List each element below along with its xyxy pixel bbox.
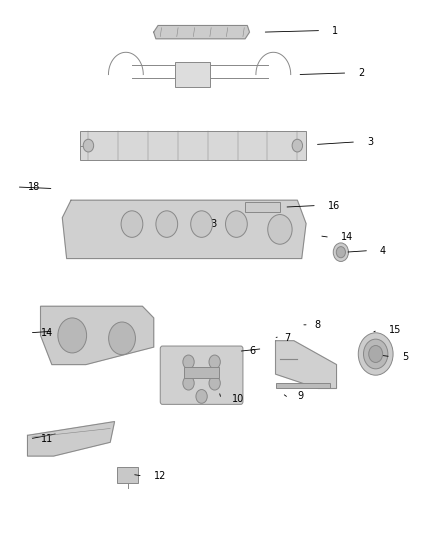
Circle shape [209, 376, 220, 390]
Text: 9: 9 [297, 391, 304, 401]
Circle shape [183, 376, 194, 390]
Polygon shape [28, 422, 115, 456]
FancyBboxPatch shape [80, 131, 306, 160]
Text: 13: 13 [206, 219, 218, 229]
Circle shape [333, 243, 349, 262]
Polygon shape [41, 306, 154, 365]
Circle shape [183, 355, 194, 369]
Text: 16: 16 [328, 200, 340, 211]
Circle shape [268, 215, 292, 244]
Ellipse shape [369, 345, 383, 362]
Circle shape [226, 211, 247, 237]
Text: 11: 11 [41, 434, 53, 444]
Circle shape [209, 355, 220, 369]
Text: 14: 14 [341, 232, 353, 243]
Ellipse shape [358, 333, 393, 375]
Circle shape [83, 139, 94, 152]
FancyBboxPatch shape [176, 62, 210, 87]
Text: 18: 18 [28, 182, 40, 192]
Text: 14: 14 [41, 328, 53, 338]
FancyBboxPatch shape [276, 383, 330, 389]
FancyBboxPatch shape [117, 467, 138, 483]
Circle shape [196, 390, 207, 403]
Ellipse shape [364, 339, 388, 369]
Text: 6: 6 [250, 346, 256, 357]
Polygon shape [62, 200, 306, 259]
Circle shape [58, 318, 87, 353]
Circle shape [121, 211, 143, 237]
Text: 5: 5 [402, 352, 408, 361]
Circle shape [336, 247, 346, 258]
Text: 8: 8 [315, 320, 321, 330]
Text: 1: 1 [332, 26, 338, 36]
Text: 12: 12 [154, 471, 166, 481]
Text: 2: 2 [358, 68, 364, 78]
Circle shape [292, 139, 303, 152]
Text: 4: 4 [380, 246, 386, 256]
FancyBboxPatch shape [184, 367, 219, 378]
Text: 15: 15 [389, 325, 401, 335]
Circle shape [191, 211, 212, 237]
Circle shape [156, 211, 178, 237]
Text: 10: 10 [232, 394, 244, 404]
Text: 3: 3 [367, 137, 373, 147]
Polygon shape [276, 341, 336, 389]
FancyBboxPatch shape [160, 346, 243, 405]
Circle shape [109, 322, 135, 354]
Polygon shape [154, 26, 250, 39]
Text: 7: 7 [284, 333, 290, 343]
FancyBboxPatch shape [245, 203, 280, 212]
